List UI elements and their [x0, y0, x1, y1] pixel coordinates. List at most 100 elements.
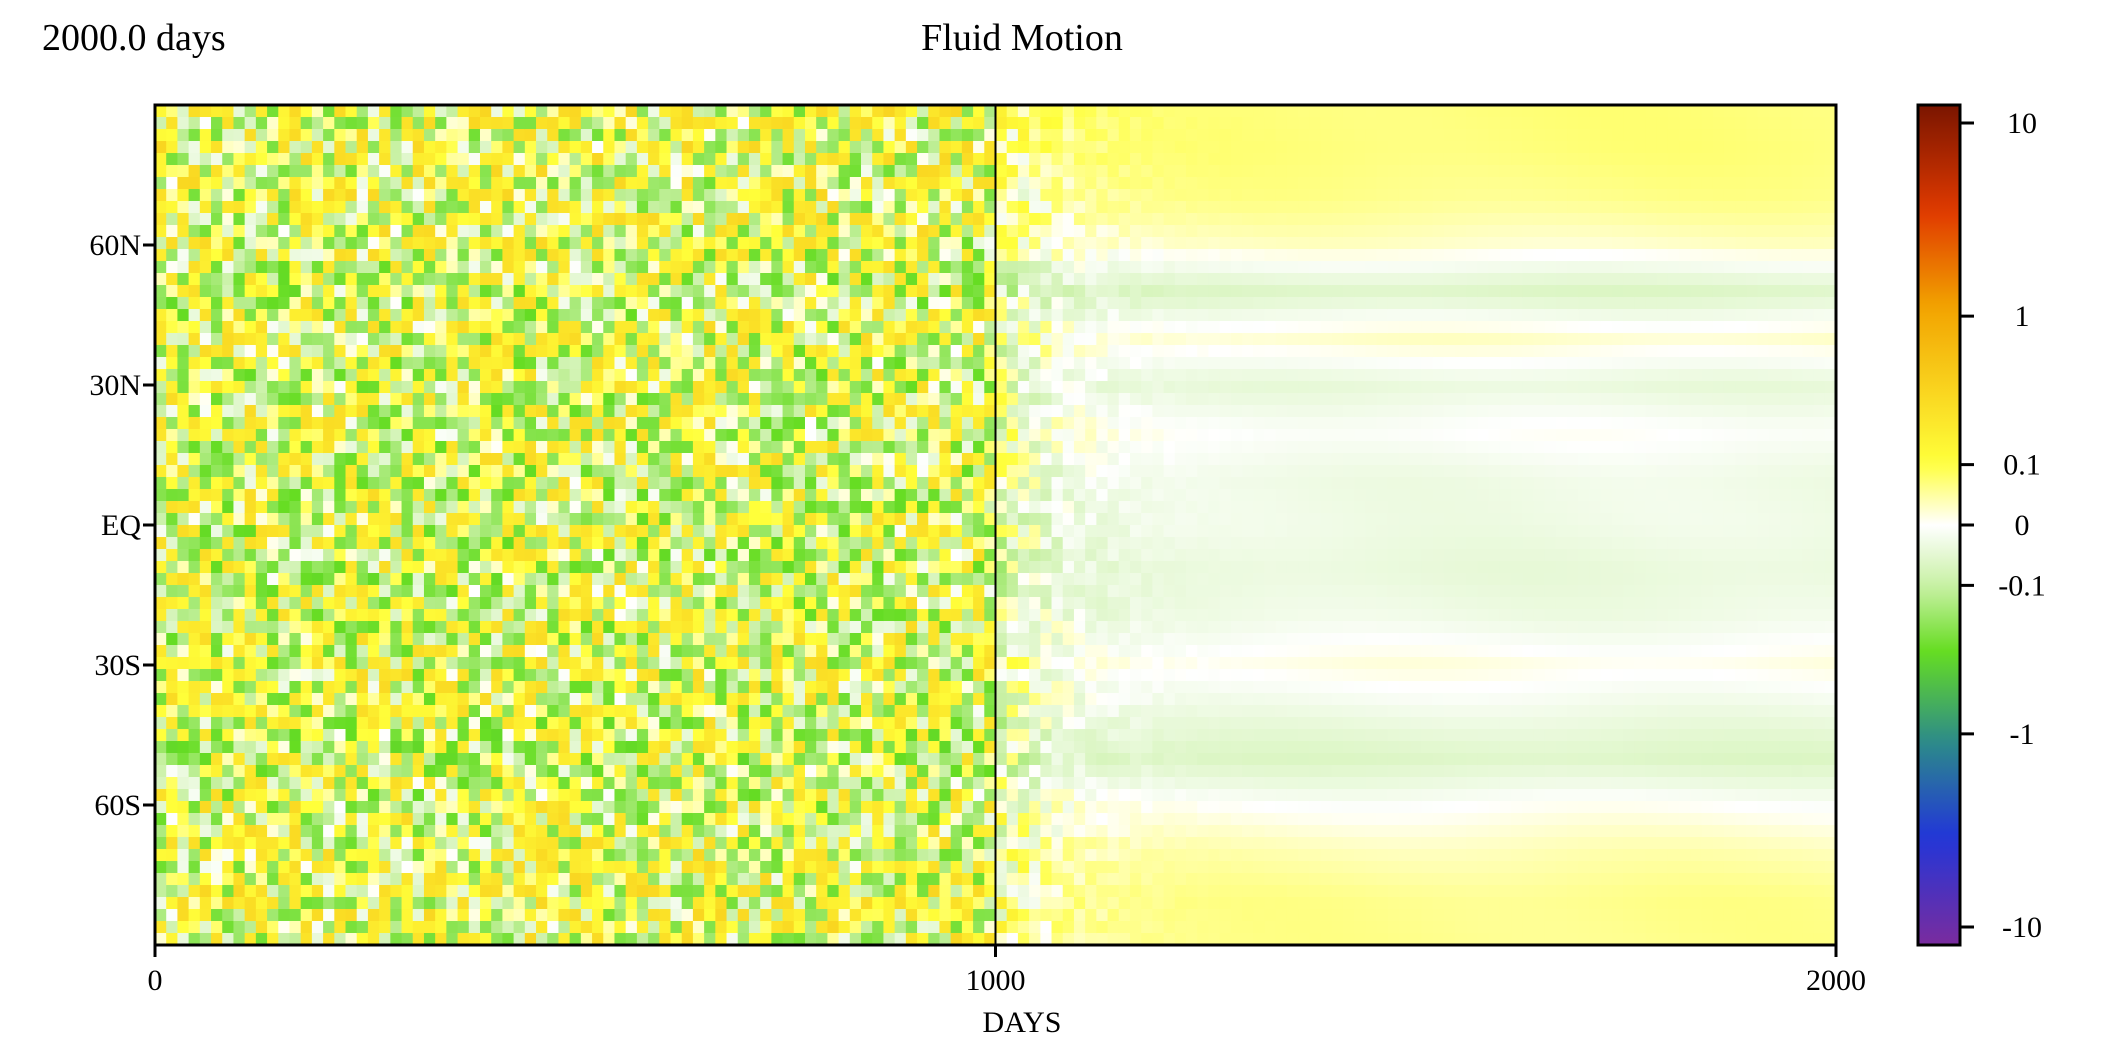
heatmap-cell	[155, 189, 167, 202]
heatmap-cell	[569, 561, 582, 574]
heatmap-cell	[166, 285, 179, 298]
heatmap-cell	[905, 561, 918, 574]
heatmap-cell	[625, 813, 638, 826]
heatmap-cell	[816, 729, 828, 742]
heatmap-cell	[155, 165, 167, 178]
heatmap-cell	[401, 141, 414, 154]
heatmap-cell	[872, 669, 885, 682]
heatmap-cell	[401, 117, 414, 130]
heatmap-cell	[928, 297, 941, 310]
heatmap-cell	[188, 237, 201, 250]
heatmap-cell	[872, 909, 885, 922]
heatmap-cell	[222, 561, 235, 574]
heatmap-cell	[636, 309, 649, 322]
heatmap-cell	[939, 789, 952, 802]
heatmap-cell	[222, 513, 235, 526]
heatmap-cell	[905, 885, 918, 898]
heatmap-cell	[390, 129, 403, 142]
heatmap-cell	[883, 333, 896, 346]
heatmap-cell	[917, 381, 929, 394]
heatmap-cell	[211, 837, 223, 850]
heatmap-cell	[737, 501, 750, 514]
heatmap-cell	[726, 525, 739, 538]
heatmap-cell	[894, 465, 907, 478]
heatmap-cell	[771, 309, 784, 322]
heatmap-cell	[244, 657, 257, 670]
heatmap-cell	[155, 369, 167, 382]
heatmap-cell	[625, 405, 638, 418]
heatmap-cell	[446, 657, 459, 670]
heatmap-cell	[289, 897, 302, 910]
heatmap-cell	[894, 909, 907, 922]
heatmap-cell	[356, 513, 369, 526]
heatmap-cell	[547, 237, 560, 250]
heatmap-cell	[872, 873, 885, 886]
heatmap-cell	[681, 813, 694, 826]
heatmap-cell	[401, 765, 414, 778]
heatmap-cell	[502, 333, 515, 346]
heatmap-cell	[816, 405, 828, 418]
heatmap-cell	[704, 201, 716, 214]
heatmap-cell	[614, 573, 627, 586]
heatmap-cell	[177, 381, 190, 394]
heatmap-cell	[838, 765, 851, 778]
heatmap-cell	[513, 513, 526, 526]
heatmap-cell	[211, 849, 223, 862]
heatmap-cell	[636, 141, 649, 154]
heatmap-cell	[636, 525, 649, 538]
heatmap-cell	[950, 249, 963, 262]
heatmap-cell	[771, 105, 784, 118]
heatmap-cell	[267, 417, 279, 430]
heatmap-cell	[423, 741, 436, 754]
heatmap-cell	[513, 153, 526, 166]
heatmap-cell	[827, 225, 840, 238]
heatmap-cell	[524, 585, 537, 598]
heatmap-cell	[592, 681, 604, 694]
heatmap-cell	[513, 441, 526, 454]
heatmap-cell	[939, 477, 952, 490]
heatmap-cell	[782, 321, 795, 334]
heatmap-cell	[580, 645, 593, 658]
heatmap-cell	[300, 381, 313, 394]
heatmap-cell	[659, 765, 672, 778]
heatmap-cell	[547, 129, 560, 142]
heatmap-cell	[323, 357, 335, 370]
heatmap-cell	[166, 309, 179, 322]
heatmap-cell	[592, 777, 604, 790]
heatmap-cell	[849, 885, 862, 898]
heatmap-cell	[580, 165, 593, 178]
heatmap-cell	[177, 633, 190, 646]
heatmap-cell	[894, 345, 907, 358]
heatmap-cell	[166, 237, 179, 250]
heatmap-cell	[356, 309, 369, 322]
heatmap-cell	[692, 897, 705, 910]
heatmap-cell	[547, 429, 560, 442]
heatmap-cell	[569, 741, 582, 754]
heatmap-cell	[334, 261, 347, 274]
heatmap-cell	[222, 885, 235, 898]
heatmap-cell	[502, 885, 515, 898]
heatmap-cell	[513, 765, 526, 778]
heatmap-cell	[625, 861, 638, 874]
heatmap-cell	[423, 237, 436, 250]
heatmap-cell	[513, 201, 526, 214]
heatmap-cell	[379, 621, 391, 634]
heatmap-cell	[188, 633, 201, 646]
heatmap-cell	[681, 933, 694, 945]
heatmap-cell	[849, 717, 862, 730]
heatmap-cell	[311, 141, 324, 154]
heatmap-cell	[670, 261, 683, 274]
heatmap-cell	[289, 681, 302, 694]
heatmap-cell	[446, 633, 459, 646]
heatmap-cell	[412, 561, 425, 574]
heatmap-cell	[278, 165, 291, 178]
heatmap-cell	[233, 465, 246, 478]
heatmap-cell	[726, 453, 739, 466]
heatmap-cell	[838, 225, 851, 238]
heatmap-cell	[435, 753, 447, 766]
heatmap-cell	[928, 345, 941, 358]
heatmap-cell	[861, 801, 873, 814]
heatmap-cell	[177, 861, 190, 874]
heatmap-cell	[771, 153, 784, 166]
heatmap-cell	[872, 417, 885, 430]
